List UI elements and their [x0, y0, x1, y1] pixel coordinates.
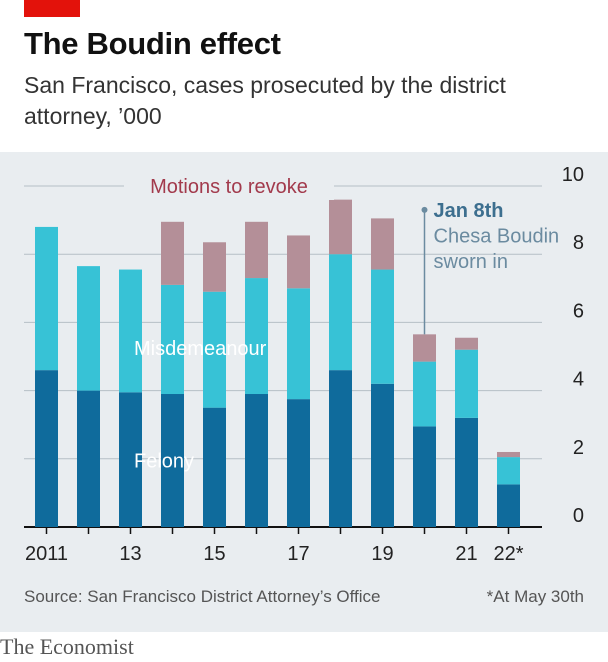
bar-felony-2019	[371, 383, 394, 527]
bar-misdemeanour-2016	[245, 278, 268, 395]
bar-misdemeanour-2014	[161, 284, 184, 395]
bar-felony-2011	[35, 370, 58, 527]
bar-felony-2012	[77, 390, 100, 527]
annotation-date: Jan 8th	[434, 200, 504, 222]
bar-misdemeanour-2013	[119, 269, 142, 393]
annotation-text-line-2: sworn in	[434, 251, 508, 273]
brand-logo: The Economist	[0, 634, 134, 659]
annotation-text-line-1: Chesa Boudin	[434, 225, 560, 247]
bar-felony-2013	[119, 392, 142, 527]
x-tick-label: 17	[287, 543, 309, 565]
bar-felony-2017	[287, 399, 310, 527]
y-tick-label: 0	[573, 505, 584, 527]
bar-misdemeanour-2019	[371, 269, 394, 384]
bar-misdemeanour-2011	[35, 226, 58, 371]
bar-misdemeanour-2022	[497, 457, 520, 485]
bar-misdemeanour-2017	[287, 288, 310, 400]
x-tick-label: 15	[203, 543, 225, 565]
bar-motions-to-revoke-2022	[497, 451, 520, 458]
bar-felony-2016	[245, 394, 268, 527]
annotation-dot	[421, 206, 428, 213]
bar-felony-2021	[455, 417, 478, 527]
stacked-bar-chart: 0 2 4 6 8 10 2011 13 15 17 19 21 22* Motions to rev…	[24, 164, 584, 606]
chart-subtitle: San Francisco, cases prosecuted by the d…	[24, 72, 506, 129]
x-tick-label: 13	[119, 543, 141, 565]
bar-felony-2020	[413, 426, 436, 527]
chart-title: The Boudin effect	[24, 26, 281, 61]
bar-felony-2014	[161, 394, 184, 527]
x-tick-labels: 2011 13 15 17 19 21 22*	[25, 527, 524, 565]
bar-misdemeanour-2020	[413, 361, 436, 427]
bar-felony-2022	[497, 484, 520, 527]
bar-motions-to-revoke-2020	[413, 334, 436, 362]
bar-motions-to-revoke-2018	[329, 199, 352, 255]
bar-motions-to-revoke-2014	[161, 221, 184, 285]
footnote: *At May 30th	[487, 587, 584, 606]
x-tick-label: 2011	[25, 543, 68, 565]
y-tick-label: 6	[573, 300, 584, 322]
bar-misdemeanour-2012	[77, 266, 100, 391]
bar-motions-to-revoke-2021	[455, 337, 478, 350]
series-label-motions-to-revoke: Motions to revoke	[150, 176, 308, 198]
x-tick-label: 21	[455, 543, 477, 565]
bar-motions-to-revoke-2019	[371, 218, 394, 270]
y-tick-label: 2	[573, 437, 584, 459]
x-tick-label: 19	[371, 543, 393, 565]
y-tick-label: 8	[573, 232, 584, 254]
bar-motions-to-revoke-2016	[245, 221, 268, 279]
bar-misdemeanour-2015	[203, 291, 226, 408]
bar-felony-2018	[329, 370, 352, 527]
y-tick-label: 4	[573, 369, 584, 391]
bar-felony-2015	[203, 407, 226, 527]
bar-misdemeanour-2021	[455, 349, 478, 418]
series-label-misdemeanour: Misdemeanour	[134, 338, 267, 360]
bar-motions-to-revoke-2017	[287, 235, 310, 289]
y-tick-labels: 0 2 4 6 8 10	[562, 164, 584, 527]
bar-misdemeanour-2018	[329, 254, 352, 371]
x-tick-label: 22*	[493, 543, 523, 565]
y-tick-label: 10	[562, 164, 584, 186]
brand-red-tag	[24, 0, 80, 17]
source-note: Source: San Francisco District Attorney’…	[24, 587, 381, 606]
annotations: Motions to revoke Misdemeanour Felony Jan 8…	[124, 172, 559, 472]
label-backdrop	[124, 172, 334, 200]
bar-motions-to-revoke-2015	[203, 242, 226, 292]
series-label-felony: Felony	[134, 450, 194, 472]
bars	[35, 199, 520, 527]
